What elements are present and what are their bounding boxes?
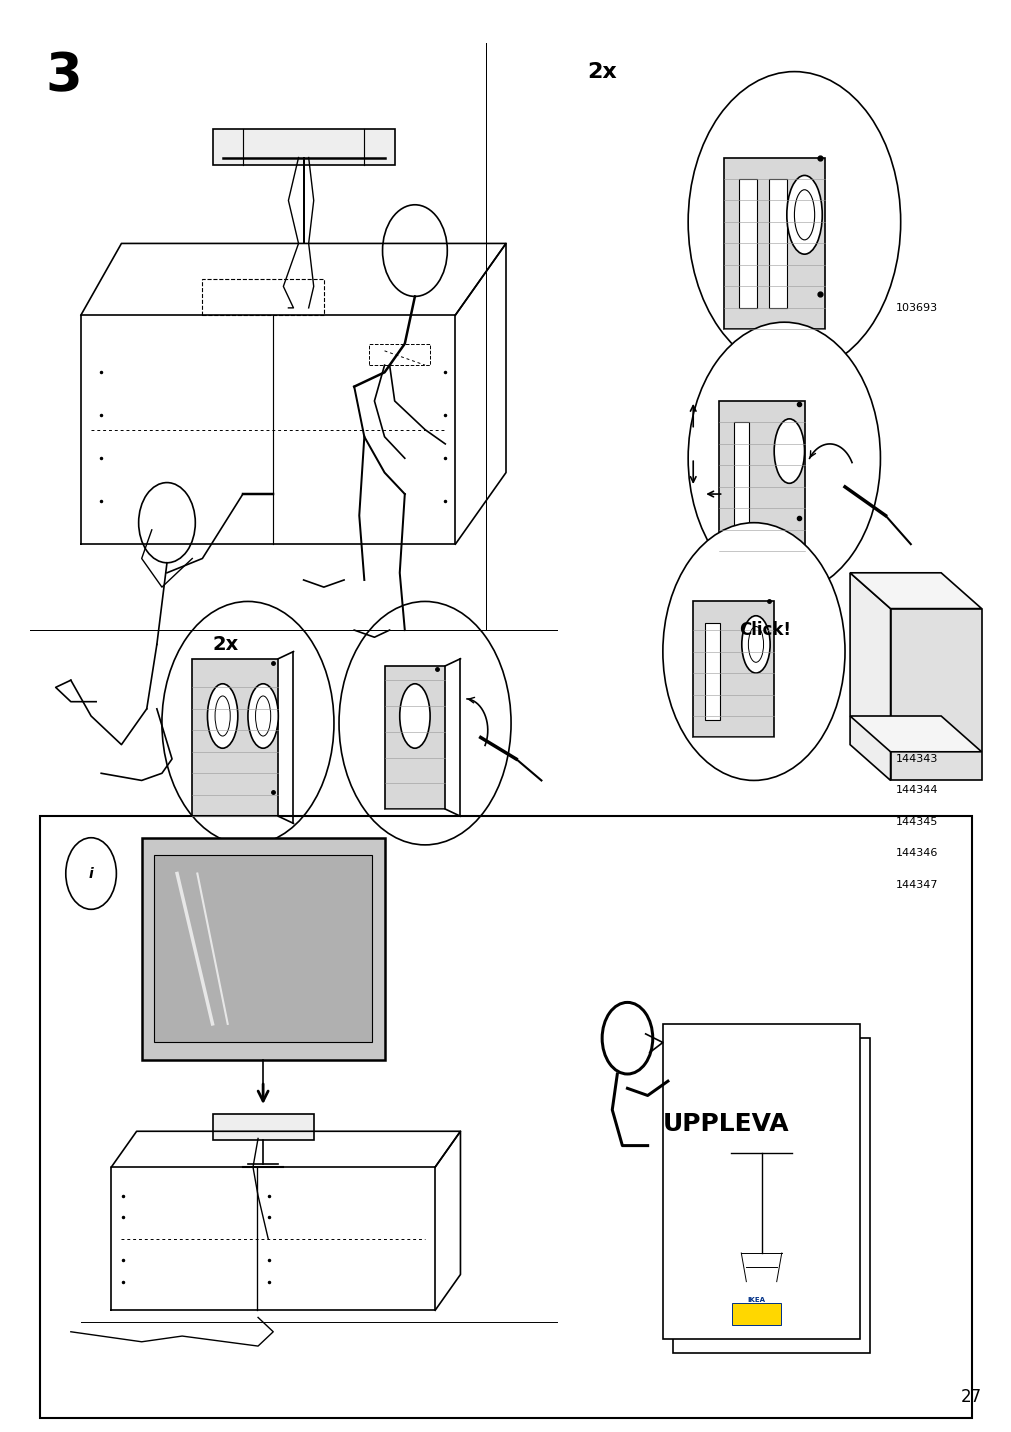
Text: UPPLEVA: UPPLEVA	[662, 1113, 789, 1136]
Ellipse shape	[787, 176, 822, 255]
Ellipse shape	[741, 616, 769, 673]
FancyBboxPatch shape	[718, 401, 804, 551]
Text: Click!: Click!	[738, 621, 790, 639]
Polygon shape	[849, 573, 981, 609]
Text: 144345: 144345	[895, 818, 937, 826]
FancyBboxPatch shape	[212, 129, 394, 165]
Polygon shape	[849, 716, 981, 752]
Text: 144344: 144344	[895, 786, 937, 795]
FancyBboxPatch shape	[723, 158, 824, 329]
Ellipse shape	[399, 684, 430, 749]
Polygon shape	[849, 573, 890, 780]
Ellipse shape	[248, 684, 278, 749]
Text: IKEA: IKEA	[747, 1297, 765, 1303]
FancyBboxPatch shape	[693, 601, 773, 737]
Text: 103693: 103693	[895, 304, 937, 312]
Text: i: i	[89, 866, 93, 881]
Text: 144346: 144346	[895, 849, 937, 858]
Text: 27: 27	[959, 1388, 981, 1406]
Circle shape	[687, 72, 900, 372]
Circle shape	[687, 322, 880, 594]
Bar	[738, 179, 756, 308]
Text: 2x: 2x	[212, 634, 239, 654]
Bar	[705, 623, 719, 720]
FancyBboxPatch shape	[384, 666, 445, 809]
Bar	[202, 279, 324, 315]
Text: 3: 3	[45, 50, 82, 102]
FancyBboxPatch shape	[672, 1038, 869, 1353]
Ellipse shape	[207, 684, 238, 749]
Bar	[768, 179, 787, 308]
FancyBboxPatch shape	[154, 855, 372, 1042]
Text: 144347: 144347	[895, 881, 937, 889]
Text: 2x: 2x	[586, 62, 616, 82]
Polygon shape	[890, 609, 981, 780]
FancyBboxPatch shape	[142, 838, 384, 1060]
FancyBboxPatch shape	[662, 1024, 859, 1339]
FancyBboxPatch shape	[192, 659, 278, 816]
Circle shape	[339, 601, 511, 845]
Circle shape	[162, 601, 334, 845]
Bar	[733, 422, 748, 530]
Bar	[369, 344, 430, 365]
FancyBboxPatch shape	[731, 1303, 780, 1325]
Ellipse shape	[773, 418, 804, 484]
Circle shape	[662, 523, 844, 780]
Text: 144343: 144343	[895, 755, 937, 763]
FancyBboxPatch shape	[212, 1114, 313, 1140]
